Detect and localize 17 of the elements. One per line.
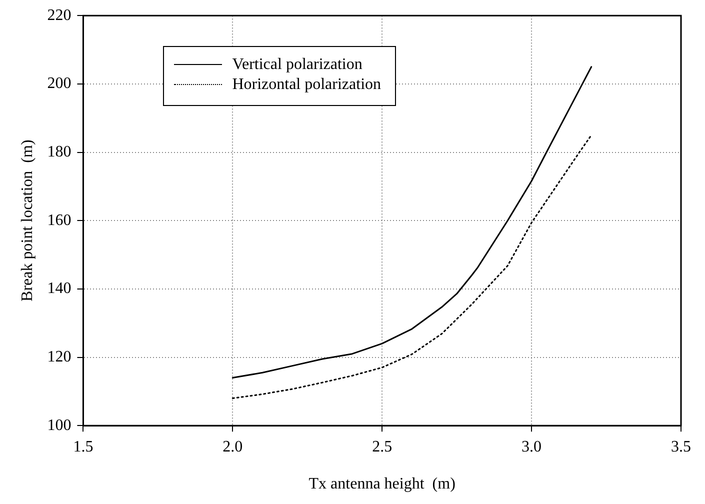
y-tick-label: 200 [47,75,72,92]
y-tick-label: 120 [47,348,72,366]
legend-label: Vertical polarization [232,56,362,74]
y-tick-label: 100 [47,416,72,434]
x-axis-title: Tx antenna height (m) [308,476,456,493]
x-tick-label: 2.5 [372,438,392,456]
y-tick-label: 160 [47,212,72,229]
x-tick-label: 2.0 [222,438,243,456]
y-tick-label: 180 [47,143,72,160]
x-tick-label: 1.5 [73,438,94,456]
y-tick-label: 220 [47,6,72,24]
legend-label: Horizontal polarization [232,76,382,94]
x-tick-label: 3.5 [671,438,691,456]
y-axis-title: Break point location (m) [18,140,36,302]
line-series [232,134,592,400]
y-tick-label: 140 [47,280,72,298]
x-tick-label: 3.0 [522,438,542,456]
